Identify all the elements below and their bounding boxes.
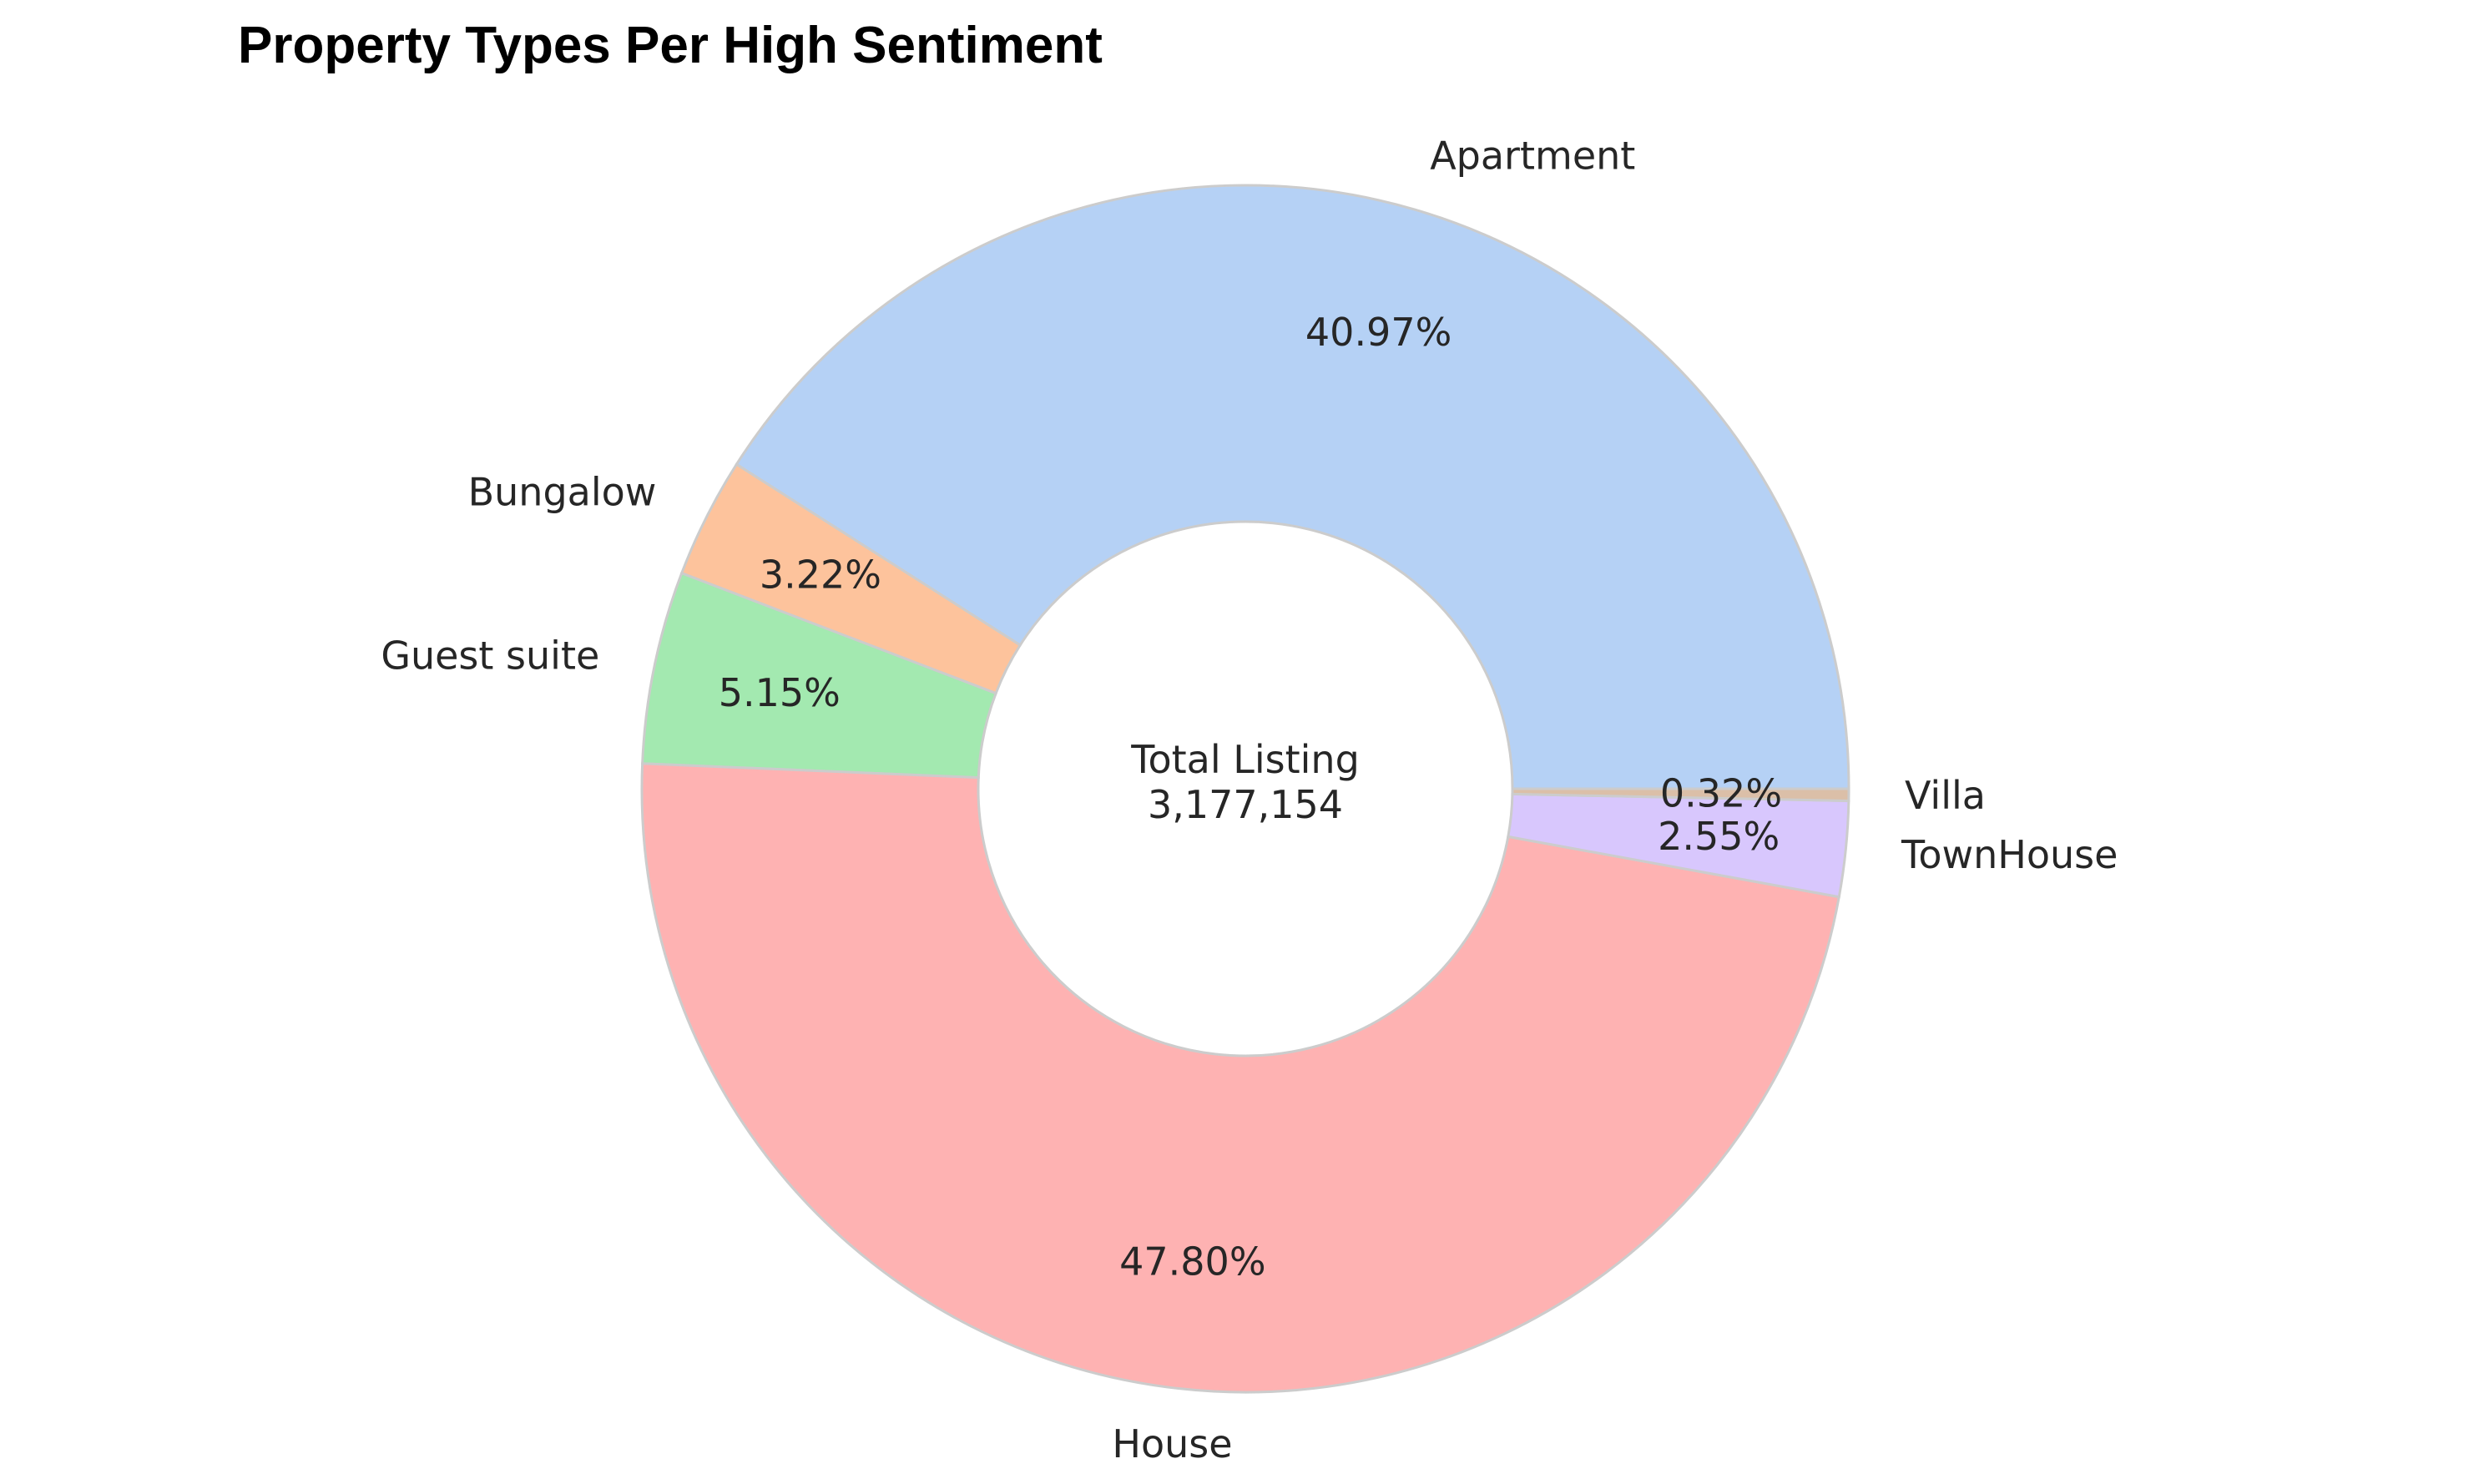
category-label-house: House [1112,1421,1232,1466]
slice-apartment [735,184,1850,790]
donut-slices [640,184,1850,1394]
pct-label-villa: 0.32% [1660,771,1782,816]
category-label-guest-suite: Guest suite [381,633,599,678]
category-label-townhouse: TownHouse [1901,832,2118,877]
pct-label-apartment: 40.97% [1305,310,1452,355]
center-label: Total Listing [1130,737,1360,782]
chart-title: Property Types Per High Sentiment [238,17,1103,74]
slice-house [640,762,1841,1394]
pct-label-house: 47.80% [1119,1239,1265,1284]
category-label-bungalow: Bungalow [468,470,657,515]
slice-villa [1511,787,1850,803]
pct-label-townhouse: 2.55% [1658,814,1780,859]
category-label-apartment: Apartment [1430,134,1635,179]
pct-label-bungalow: 3.22% [760,553,881,598]
center-value: 3,177,154 [1148,782,1343,827]
category-label-villa: Villa [1905,773,1986,818]
slice-labels: 40.97% Apartment 3.22% Bungalow 5.15% Guest s… [381,134,2118,1467]
pct-label-guest-suite: 5.15% [719,670,841,715]
